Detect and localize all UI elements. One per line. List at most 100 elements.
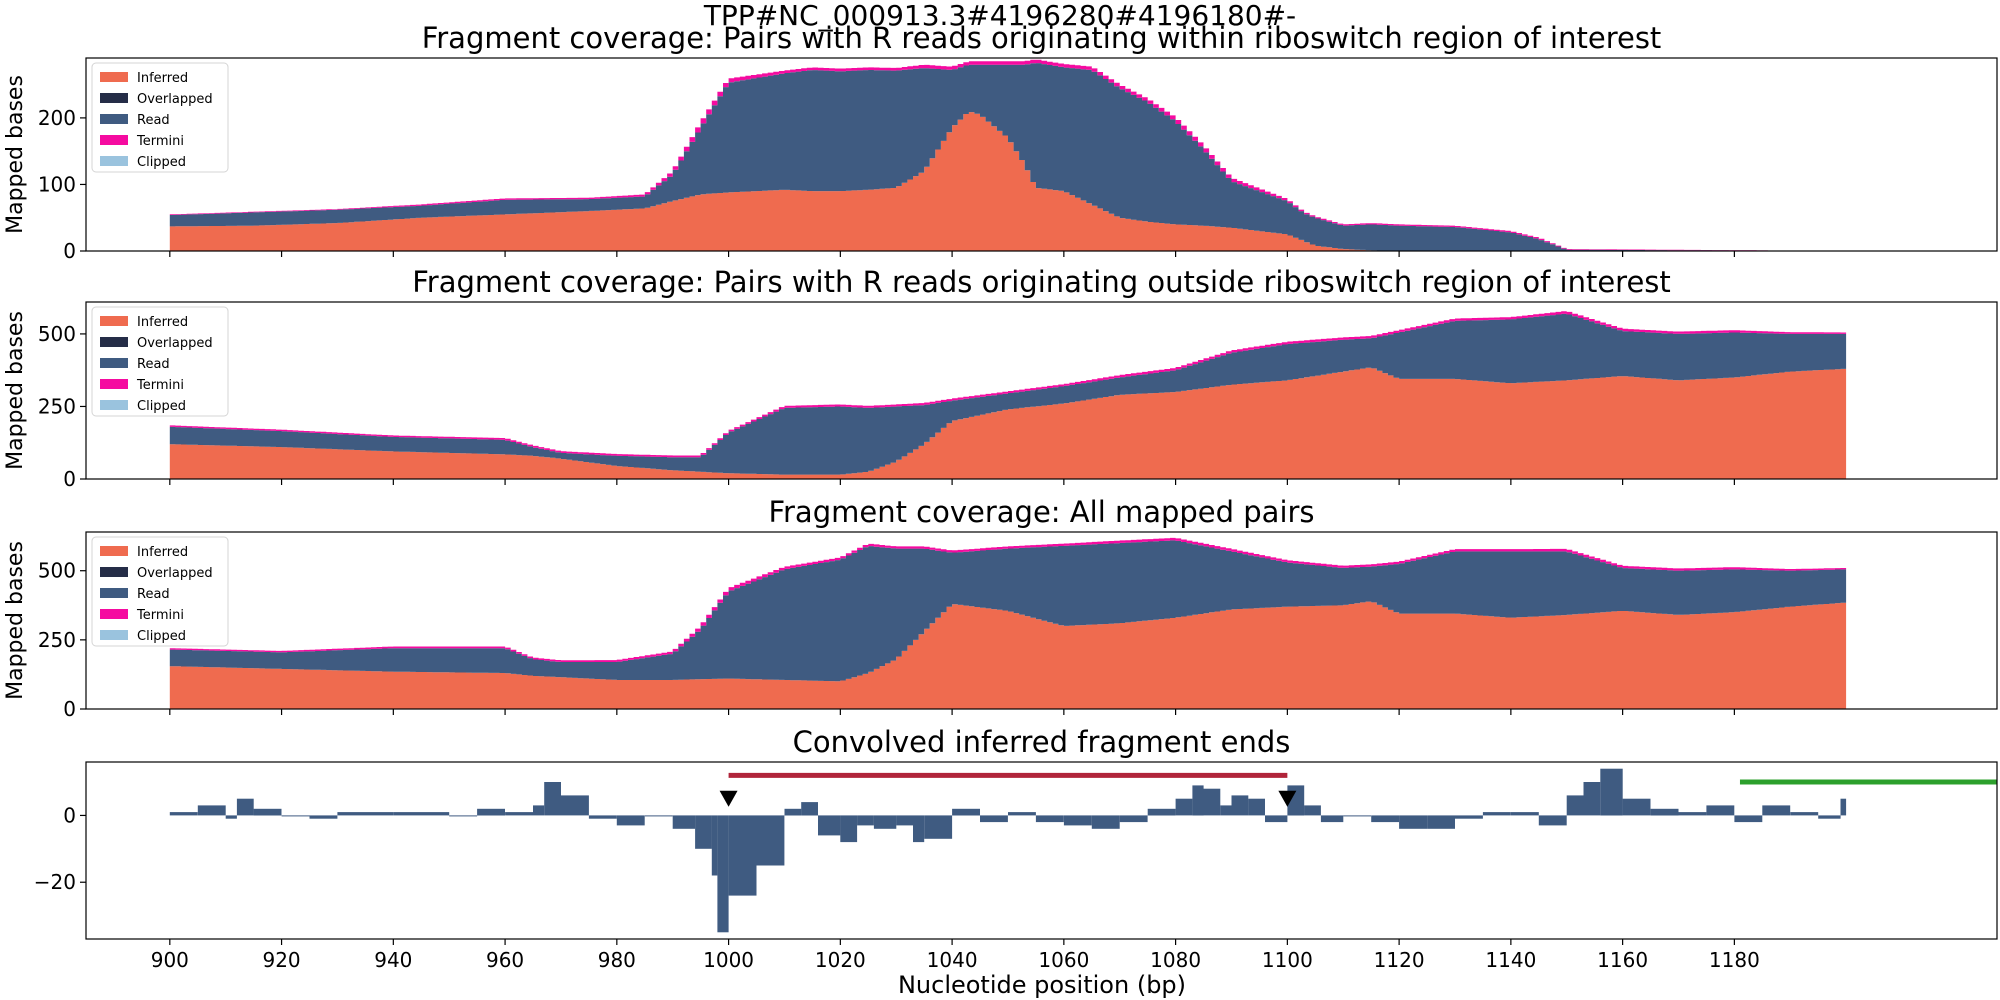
signal-bar	[644, 815, 673, 817]
legend-label-clipped: Clipped	[137, 629, 186, 644]
signal-bar	[672, 815, 696, 829]
signal-bar	[337, 812, 394, 816]
y-tick-label: 500	[38, 559, 76, 583]
signal-bar	[505, 812, 533, 816]
signal-bar	[857, 815, 874, 826]
signal-bar	[1427, 815, 1455, 829]
signal-bar	[1840, 798, 1847, 816]
signal-bar	[717, 815, 729, 933]
legend-label-overlapped: Overlapped	[137, 566, 213, 581]
signal-bar	[1119, 815, 1148, 823]
panel-within-riboswitch: Fragment coverage: Pairs with R reads or…	[3, 21, 1998, 263]
panel-convolved-ends: Convolved inferred fragment ends −20 0 900 9…	[34, 725, 1998, 972]
legend-swatch-overlapped	[100, 567, 128, 577]
signal-bar	[728, 815, 757, 896]
y-tick-label: 0	[63, 467, 76, 491]
signal-bar	[393, 812, 450, 816]
signal-bar	[1622, 798, 1651, 816]
legend-swatch-inferred	[100, 546, 128, 556]
legend-swatch-inferred	[100, 72, 128, 82]
signal-bar	[449, 815, 478, 817]
signal-bar	[169, 812, 198, 816]
x-tick-label: 1180	[1709, 948, 1760, 972]
signal-bar	[695, 815, 712, 849]
x-tick-label: 1120	[1374, 948, 1425, 972]
x-tick-label: 1040	[927, 948, 978, 972]
signal-bar	[924, 815, 953, 839]
signal-bar	[197, 805, 226, 816]
signal-bar	[1455, 815, 1483, 819]
plot-area	[169, 311, 1847, 479]
x-tick-label: 900	[151, 948, 189, 972]
panel-title: Fragment coverage: All mapped pairs	[768, 495, 1314, 529]
legend-label-read: Read	[137, 113, 170, 128]
signal-bar	[1538, 815, 1567, 826]
signal-bar	[1248, 798, 1265, 816]
signal-bar	[1734, 815, 1763, 823]
signal-bar	[1192, 785, 1204, 816]
signal-bar	[616, 815, 645, 826]
x-tick-label: 940	[374, 948, 412, 972]
series-inferred-area	[169, 601, 1847, 709]
signal-bar	[913, 815, 925, 843]
signal-bar	[980, 815, 1008, 823]
signal-bar	[1399, 815, 1427, 829]
signal-bar	[711, 815, 718, 876]
signal-bar	[952, 808, 980, 816]
legend-label-termini: Termini	[136, 134, 184, 149]
y-tick-label: 500	[38, 322, 76, 346]
signal-bar	[1762, 805, 1791, 816]
legend-swatch-read	[100, 588, 128, 598]
series-read-area	[169, 313, 1847, 475]
signal-bar	[1678, 812, 1707, 816]
signal-bar	[1008, 812, 1036, 816]
signal-bar	[1650, 808, 1679, 816]
y-tick-label: −20	[34, 870, 76, 894]
x-tick-label: 1080	[1150, 948, 1201, 972]
legend-swatch-inferred	[100, 316, 128, 326]
legend-swatch-read	[100, 114, 128, 124]
signal-bar	[1818, 815, 1841, 819]
series-termini-area	[169, 537, 1847, 662]
signal-bar	[818, 815, 841, 836]
signal-bar	[253, 808, 282, 816]
y-tick-label: 250	[38, 628, 76, 652]
y-axis-label: Mapped bases	[3, 311, 28, 470]
signal-bar	[1482, 812, 1511, 816]
x-tick-label: 1160	[1597, 948, 1648, 972]
legend-label-termini: Termini	[136, 378, 184, 393]
axes-frame	[85, 301, 1998, 480]
signal-bar	[1265, 815, 1288, 823]
x-axis-label: Nucleotide position (bp)	[898, 971, 1186, 999]
legend-label-inferred: Inferred	[137, 315, 188, 330]
x-tick-label: 1100	[1262, 948, 1313, 972]
y-tick-label: 200	[38, 106, 76, 130]
y-axis-label: Mapped bases	[3, 541, 28, 700]
legend-swatch-termini	[100, 379, 128, 389]
legend-swatch-clipped	[100, 156, 128, 166]
legend: Inferred Overlapped Read Termini Clipped	[91, 306, 229, 417]
signal-bar	[756, 815, 785, 866]
signal-bar	[1566, 795, 1584, 816]
panel-outside-riboswitch: Fragment coverage: Pairs with R reads or…	[3, 265, 1998, 491]
signal-bar	[1790, 812, 1819, 816]
series-inferred-area	[169, 367, 1847, 479]
y-tick-label: 100	[38, 172, 76, 196]
signal-bar	[281, 815, 310, 817]
legend-label-clipped: Clipped	[137, 155, 186, 170]
signal-bar	[1371, 815, 1400, 823]
x-tick-label: 1020	[815, 948, 866, 972]
axes-frame	[85, 57, 1998, 252]
signal-bar	[784, 808, 802, 816]
panel-title: Convolved inferred fragment ends	[793, 725, 1291, 759]
y-tick-label: 0	[63, 697, 76, 721]
x-tick-label: 960	[486, 948, 524, 972]
series-inferred-area	[169, 112, 1847, 251]
y-tick-label: 0	[63, 803, 76, 827]
signal-bar	[1583, 782, 1601, 816]
signal-bar	[1175, 798, 1193, 816]
signal-bar	[801, 802, 818, 816]
signal-bar	[1147, 808, 1176, 816]
axes-frame	[85, 531, 1998, 710]
